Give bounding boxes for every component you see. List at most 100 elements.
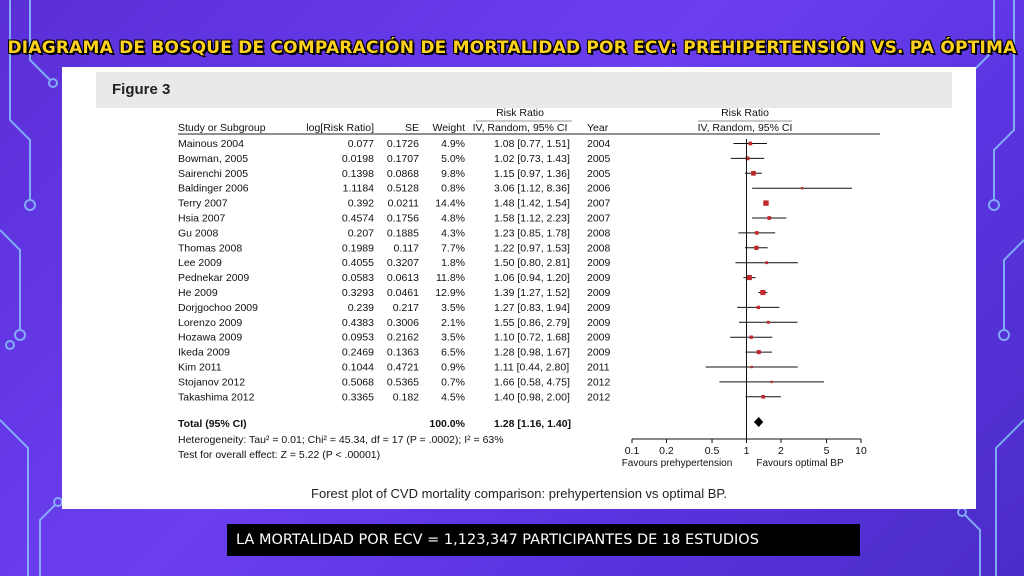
footer-text: LA MORTALIDAD POR ECV = 1,123,347 PARTIC… bbox=[236, 532, 759, 548]
study-name: Sairenchi 2005 bbox=[178, 168, 248, 180]
overall-effect-text: Test for overall effect: Z = 5.22 (P < .… bbox=[178, 449, 380, 461]
forest-plot: Risk Ratio Risk Ratio Study or Subgroup … bbox=[178, 107, 880, 469]
point-estimate-marker bbox=[746, 275, 752, 281]
study-se: 0.1885 bbox=[387, 227, 419, 239]
favours-right-label: Favours optimal BP bbox=[756, 458, 844, 469]
study-logrr: 0.077 bbox=[348, 138, 374, 150]
study-se: 0.117 bbox=[394, 242, 420, 254]
study-ci: 1.08 [0.77, 1.51] bbox=[494, 138, 570, 150]
study-name: Baldinger 2006 bbox=[178, 183, 249, 195]
study-name: Hozawa 2009 bbox=[178, 332, 242, 344]
study-se: 0.182 bbox=[393, 391, 419, 403]
study-logrr: 0.5068 bbox=[342, 376, 374, 388]
study-year: 2011 bbox=[587, 362, 610, 374]
study-weight: 4.3% bbox=[441, 227, 465, 239]
study-name: Gu 2008 bbox=[178, 227, 218, 239]
study-name: Bowman, 2005 bbox=[178, 153, 248, 165]
study-ci: 3.06 [1.12, 8.36] bbox=[494, 183, 570, 195]
axis-tick-label: 0.5 bbox=[705, 445, 720, 457]
study-se: 0.2162 bbox=[387, 332, 419, 344]
study-weight: 11.8% bbox=[436, 272, 465, 284]
study-ci: 1.10 [0.72, 1.68] bbox=[494, 332, 570, 344]
study-logrr: 0.3293 bbox=[342, 287, 374, 299]
point-estimate-marker bbox=[760, 289, 766, 296]
study-weight: 0.7% bbox=[441, 376, 465, 388]
figure-caption: Forest plot of CVD mortality comparison:… bbox=[311, 486, 727, 501]
study-weight: 12.9% bbox=[435, 287, 465, 299]
study-se: 0.217 bbox=[393, 302, 419, 314]
study-se: 0.1707 bbox=[387, 153, 419, 165]
study-se: 0.0868 bbox=[387, 168, 419, 180]
axis-tick-label: 0.1 bbox=[625, 445, 640, 457]
axis-tick-label: 5 bbox=[824, 445, 830, 457]
study-year: 2008 bbox=[587, 242, 611, 254]
study-name: Pednekar 2009 bbox=[178, 272, 249, 284]
study-weight: 3.5% bbox=[441, 332, 465, 344]
study-name: Thomas 2008 bbox=[178, 242, 242, 254]
study-logrr: 0.0198 bbox=[342, 153, 374, 165]
study-year: 2009 bbox=[587, 347, 611, 359]
study-name: Mainous 2004 bbox=[178, 138, 244, 150]
study-ci: 1.40 [0.98, 2.00] bbox=[494, 391, 570, 403]
plot-area bbox=[705, 139, 853, 439]
point-estimate-marker bbox=[765, 261, 769, 265]
study-weight: 4.8% bbox=[441, 213, 465, 225]
study-name: Terry 2007 bbox=[178, 198, 228, 210]
study-ci: 1.48 [1.42, 1.54] bbox=[494, 198, 570, 210]
footer-box: LA MORTALIDAD POR ECV = 1,123,347 PARTIC… bbox=[227, 524, 860, 556]
study-year: 2009 bbox=[587, 317, 611, 329]
slide-title: DIAGRAMA DE BOSQUE DE COMPARACIÓN DE MOR… bbox=[7, 38, 1017, 58]
study-year: 2012 bbox=[587, 376, 611, 388]
study-weight: 4.5% bbox=[441, 391, 465, 403]
study-name: Kim 2011 bbox=[178, 362, 222, 374]
se-header: SE bbox=[405, 122, 419, 134]
study-ci: 1.58 [1.12, 2.23] bbox=[494, 213, 570, 225]
study-year: 2007 bbox=[587, 213, 611, 225]
study-logrr: 0.1398 bbox=[342, 168, 374, 180]
point-estimate-marker bbox=[755, 231, 759, 235]
point-estimate-marker bbox=[754, 245, 759, 250]
study-se: 0.0461 bbox=[387, 287, 419, 299]
x-axis: 0.1 0.2 0.5 1 2 5 10 bbox=[625, 438, 867, 457]
study-ci: 1.06 [0.94, 1.20] bbox=[494, 272, 570, 284]
study-ci: 1.39 [1.27, 1.52] bbox=[494, 287, 570, 299]
point-estimate-marker bbox=[756, 350, 761, 355]
study-year: 2007 bbox=[587, 198, 611, 210]
study-ci: 1.11 [0.44, 2.80] bbox=[494, 362, 569, 374]
study-se: 0.1726 bbox=[387, 138, 419, 150]
pooled-diamond bbox=[753, 417, 764, 427]
study-logrr: 0.0953 bbox=[342, 332, 374, 344]
study-ci: 1.15 [0.97, 1.36] bbox=[494, 168, 570, 180]
study-se: 0.3006 bbox=[387, 317, 419, 329]
study-year: 2004 bbox=[587, 138, 611, 150]
study-year: 2006 bbox=[587, 183, 611, 195]
study-weight: 9.8% bbox=[441, 168, 465, 180]
point-estimate-marker bbox=[749, 335, 753, 339]
study-weight: 0.9% bbox=[441, 362, 465, 374]
figure-label: Figure 3 bbox=[112, 81, 171, 98]
study-se: 0.1756 bbox=[387, 213, 419, 225]
favours-left-label: Favours prehypertension bbox=[622, 458, 733, 469]
axis-tick-label: 1 bbox=[744, 445, 750, 457]
point-estimate-marker bbox=[770, 380, 773, 384]
study-se: 0.5365 bbox=[387, 376, 419, 388]
study-se: 0.0211 bbox=[388, 198, 419, 210]
study-ci: 1.27 [0.83, 1.94] bbox=[494, 302, 570, 314]
ci-header: IV, Random, 95% CI bbox=[473, 122, 568, 134]
study-weight: 1.8% bbox=[441, 257, 465, 269]
study-ci: 1.28 [0.98, 1.67] bbox=[494, 347, 570, 359]
study-weight: 5.0% bbox=[441, 153, 465, 165]
study-se: 0.0613 bbox=[387, 272, 419, 284]
point-estimate-marker bbox=[756, 305, 761, 310]
weight-header: Weight bbox=[433, 122, 466, 134]
study-se: 0.3207 bbox=[387, 257, 419, 269]
axis-tick-label: 10 bbox=[855, 445, 867, 457]
study-ci: 1.22 [0.97, 1.53] bbox=[494, 242, 570, 254]
study-rows: Mainous 2004 0.077 0.1726 4.9% 1.08 [0.77, 1… bbox=[178, 138, 611, 403]
study-ci: 1.66 [0.58, 4.75] bbox=[494, 376, 570, 388]
study-name: Lorenzo 2009 bbox=[178, 317, 242, 329]
study-logrr: 0.4574 bbox=[342, 213, 374, 225]
study-se: 0.4721 bbox=[387, 362, 419, 374]
study-name: Takashima 2012 bbox=[178, 391, 255, 403]
